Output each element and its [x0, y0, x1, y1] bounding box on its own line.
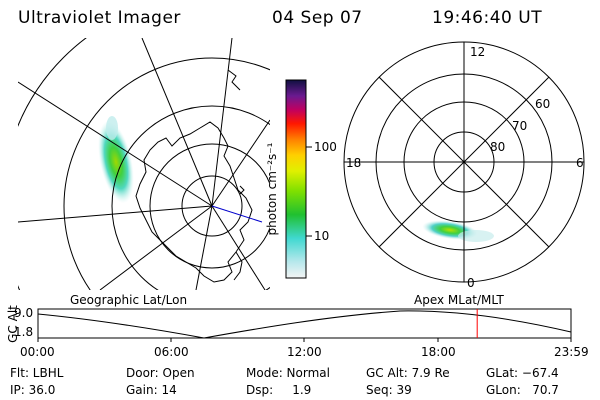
latitude-grid: [18, 38, 270, 290]
time-tick-1200: 12:00: [287, 345, 322, 359]
colorbar-tick-10: 10: [314, 229, 330, 243]
time-tick-2359: 23:59: [554, 345, 589, 359]
filter-status: Flt: LBHL: [10, 366, 64, 380]
time-tick-0000: 00:00: [20, 345, 55, 359]
mlat-label-80: 80: [490, 140, 506, 154]
seq-status: Seq: 39: [366, 383, 412, 397]
polar-plot: [343, 41, 585, 283]
mlt-label-0: 0: [467, 276, 475, 290]
ip-status: IP: 36.0: [10, 383, 56, 397]
mlt-label-12: 12: [470, 45, 486, 59]
aurora-emission-left: [98, 116, 134, 204]
gain-status: Gain: 14: [126, 383, 177, 397]
gc-alt-status: GC Alt: 7.9 Re: [366, 366, 450, 380]
noon-meridian-line: [211, 205, 263, 223]
right-panel-caption: Apex MLat/MLT: [414, 293, 504, 307]
geographic-map: [18, 38, 270, 290]
time-tick-0600: 06:00: [154, 345, 189, 359]
mode-status: Mode: Normal: [246, 366, 330, 380]
glat-status: GLat: −67.4: [486, 366, 559, 380]
instrument-title: Ultraviolet Imager: [18, 8, 181, 28]
aurora-emission-right: [422, 220, 494, 242]
time-label: 19:46:40 UT: [432, 8, 543, 28]
colorbar-unit-label: photon cm⁻²s⁻¹: [265, 142, 279, 236]
dsp-status: Dsp: 1.9: [246, 383, 312, 397]
altitude-ytick-high: 9.0: [14, 306, 34, 320]
coastline: [135, 121, 253, 283]
date-label: 04 Sep 07: [272, 8, 363, 28]
time-tick-1800: 18:00: [421, 345, 456, 359]
mlat-label-70: 70: [512, 119, 528, 133]
door-status: Door: Open: [126, 366, 195, 380]
left-panel-caption: Geographic Lat/Lon: [70, 293, 188, 307]
colorbar: [285, 79, 312, 279]
mlat-label-60: 60: [535, 97, 551, 111]
longitude-grid: [18, 38, 270, 290]
altitude-plot: [37, 308, 572, 342]
altitude-ytick-low: 1.8: [14, 325, 34, 339]
colorbar-tick-100: 100: [314, 140, 337, 154]
mlt-label-18: 18: [346, 156, 362, 170]
mlt-label-6: 6: [576, 156, 584, 170]
glon-status: GLon: 70.7: [486, 383, 559, 397]
